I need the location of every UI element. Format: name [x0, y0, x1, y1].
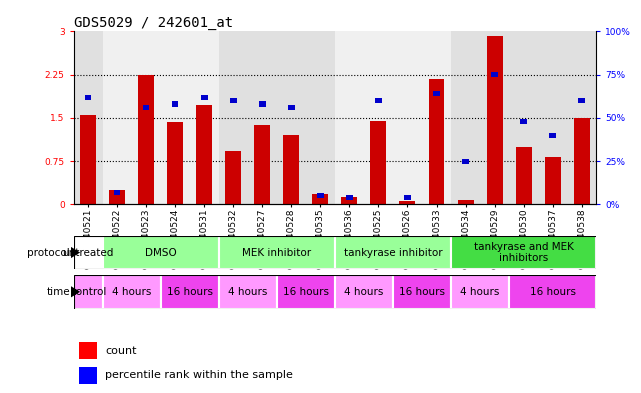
- Bar: [451, 31, 596, 204]
- Bar: [451, 275, 509, 309]
- Bar: [404, 195, 411, 200]
- Text: percentile rank within the sample: percentile rank within the sample: [105, 370, 293, 380]
- Bar: [458, 200, 474, 204]
- Bar: [545, 157, 561, 204]
- Bar: [161, 275, 219, 309]
- Bar: [342, 197, 358, 204]
- Text: 4 hours: 4 hours: [460, 287, 500, 297]
- Text: GDS5029 / 242601_at: GDS5029 / 242601_at: [74, 16, 233, 30]
- Bar: [219, 275, 277, 309]
- Text: count: count: [105, 345, 137, 356]
- Text: 4 hours: 4 hours: [344, 287, 383, 297]
- Bar: [312, 194, 328, 204]
- Text: protocol: protocol: [27, 248, 70, 257]
- Bar: [109, 190, 125, 204]
- Text: 16 hours: 16 hours: [399, 287, 445, 297]
- Bar: [226, 151, 241, 204]
- Bar: [451, 236, 596, 269]
- Bar: [578, 98, 585, 103]
- Bar: [574, 118, 590, 204]
- Bar: [103, 236, 219, 269]
- Bar: [335, 236, 451, 269]
- Bar: [103, 31, 219, 204]
- Bar: [277, 275, 335, 309]
- Bar: [429, 79, 444, 204]
- Bar: [520, 119, 527, 124]
- Text: time: time: [46, 287, 70, 297]
- Bar: [79, 367, 97, 384]
- Polygon shape: [71, 286, 80, 298]
- Bar: [549, 132, 556, 138]
- Bar: [317, 193, 324, 198]
- Bar: [487, 36, 503, 204]
- Bar: [335, 31, 451, 204]
- Bar: [74, 275, 103, 309]
- Text: MEK inhibitor: MEK inhibitor: [242, 248, 312, 257]
- Bar: [259, 101, 265, 107]
- Bar: [254, 125, 271, 204]
- Bar: [74, 236, 103, 269]
- Bar: [509, 275, 596, 309]
- Bar: [85, 95, 92, 100]
- Text: control: control: [70, 287, 106, 297]
- Bar: [167, 122, 183, 204]
- Bar: [79, 342, 97, 359]
- Bar: [515, 147, 531, 204]
- Bar: [103, 275, 161, 309]
- Bar: [219, 31, 335, 204]
- Text: DMSO: DMSO: [145, 248, 177, 257]
- Bar: [114, 190, 121, 195]
- Text: 16 hours: 16 hours: [529, 287, 576, 297]
- Bar: [230, 98, 237, 103]
- Bar: [393, 275, 451, 309]
- Text: 4 hours: 4 hours: [228, 287, 267, 297]
- Bar: [283, 135, 299, 204]
- Bar: [370, 121, 387, 204]
- Text: 4 hours: 4 hours: [112, 287, 151, 297]
- Bar: [346, 195, 353, 200]
- Bar: [80, 115, 96, 204]
- Text: 16 hours: 16 hours: [167, 287, 213, 297]
- Text: tankyrase and MEK
inhibitors: tankyrase and MEK inhibitors: [474, 242, 574, 263]
- Bar: [462, 158, 469, 164]
- Bar: [288, 105, 295, 110]
- Bar: [335, 275, 393, 309]
- Bar: [138, 75, 154, 204]
- Bar: [143, 105, 149, 110]
- Bar: [196, 105, 212, 204]
- Polygon shape: [71, 247, 80, 259]
- Bar: [375, 98, 381, 103]
- Bar: [201, 95, 208, 100]
- Bar: [172, 101, 178, 107]
- Bar: [219, 236, 335, 269]
- Text: 16 hours: 16 hours: [283, 287, 329, 297]
- Bar: [399, 201, 415, 204]
- Text: tankyrase inhibitor: tankyrase inhibitor: [344, 248, 442, 257]
- Bar: [433, 91, 440, 96]
- Bar: [74, 31, 103, 204]
- Text: untreated: untreated: [63, 248, 114, 257]
- Bar: [492, 72, 498, 77]
